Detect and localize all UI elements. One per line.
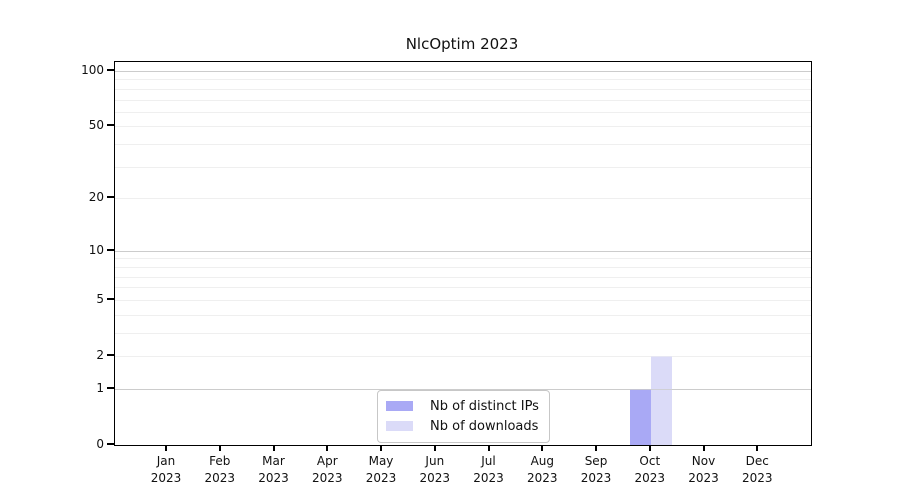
minor-gridline-overlay bbox=[115, 88, 811, 90]
x-tick-mark bbox=[326, 445, 329, 451]
y-tick-label: 2 bbox=[96, 348, 104, 362]
x-tick-label: Dec 2023 bbox=[725, 453, 789, 487]
x-tick-year: 2023 bbox=[473, 471, 504, 485]
y-tick-mark bbox=[107, 124, 114, 127]
legend-box: Nb of distinct IPs Nb of downloads bbox=[377, 390, 550, 443]
y-tick-label: 50 bbox=[88, 118, 104, 133]
x-tick-mark bbox=[272, 445, 275, 451]
y-tick-mark bbox=[107, 196, 114, 199]
bar-downloads-oct bbox=[650, 356, 672, 445]
minor-gridline-overlay bbox=[115, 166, 811, 168]
y-tick-mark bbox=[107, 297, 114, 300]
x-tick-mark bbox=[648, 445, 651, 451]
y-tick-mark bbox=[107, 354, 114, 356]
legend-entry-distinct-ips: Nb of distinct IPs bbox=[386, 396, 539, 416]
legend-swatch-downloads bbox=[386, 421, 413, 431]
y-tick-mark bbox=[107, 248, 114, 251]
x-tick-year: 2023 bbox=[742, 471, 773, 485]
x-tick-label: May 2023 bbox=[349, 453, 413, 487]
y-tick-label: 10 bbox=[88, 242, 104, 257]
x-tick-month: Aug bbox=[530, 454, 555, 468]
x-tick-year: 2023 bbox=[150, 471, 182, 485]
x-tick-label: Feb 2023 bbox=[188, 453, 252, 487]
minor-gridline-overlay bbox=[115, 299, 811, 301]
y-tick-label: 20 bbox=[88, 190, 104, 205]
x-tick-year: 2023 bbox=[634, 471, 666, 485]
x-tick-year: 2023 bbox=[258, 471, 289, 485]
x-tick-mark bbox=[218, 445, 221, 451]
x-tick-label: Jun 2023 bbox=[403, 453, 467, 487]
minor-gridline-overlay bbox=[115, 79, 811, 81]
x-tick-label: Aug 2023 bbox=[510, 453, 574, 487]
chart-title: NlcOptim 2023 bbox=[405, 35, 519, 53]
x-tick-month: Nov bbox=[691, 454, 716, 468]
x-tick-mark bbox=[541, 445, 544, 451]
minor-gridline-overlay bbox=[115, 266, 811, 268]
x-tick-month: Feb bbox=[209, 454, 231, 468]
x-tick-month: Sep bbox=[584, 454, 608, 468]
major-gridline-overlay bbox=[115, 388, 811, 390]
x-tick-mark bbox=[165, 445, 167, 451]
y-tick-mark bbox=[107, 69, 114, 71]
x-tick-year: 2023 bbox=[365, 471, 397, 485]
x-tick-year: 2023 bbox=[204, 471, 236, 485]
x-tick-mark bbox=[487, 445, 490, 451]
x-tick-year: 2023 bbox=[527, 471, 558, 485]
x-tick-year: 2023 bbox=[688, 471, 719, 485]
minor-gridline-overlay bbox=[115, 258, 811, 260]
legend-swatch-distinct-ips bbox=[386, 401, 413, 411]
gridline-overlay-layer bbox=[115, 62, 811, 445]
minor-gridline-overlay bbox=[115, 144, 811, 146]
minor-gridline-overlay bbox=[115, 332, 811, 334]
minor-gridline-overlay bbox=[115, 356, 811, 357]
x-tick-year: 2023 bbox=[312, 471, 343, 485]
bar-layer bbox=[115, 62, 811, 445]
minor-gridline-overlay bbox=[115, 99, 811, 101]
x-tick-label: Mar 2023 bbox=[242, 453, 306, 487]
x-tick-month: May bbox=[368, 454, 394, 468]
y-tick-label: 5 bbox=[96, 291, 104, 306]
x-tick-label: Jan 2023 bbox=[134, 453, 198, 487]
y-tick-mark bbox=[107, 386, 114, 389]
x-tick-label: Apr 2023 bbox=[295, 453, 359, 487]
legend-label-distinct-ips: Nb of distinct IPs bbox=[430, 398, 539, 414]
y-tick-mark bbox=[107, 443, 114, 445]
y-tick-label: 0 bbox=[96, 437, 104, 451]
x-tick-label: Jul 2023 bbox=[457, 453, 521, 487]
plot-area bbox=[114, 61, 812, 446]
minor-gridline-overlay bbox=[115, 111, 811, 113]
x-tick-mark bbox=[380, 445, 382, 451]
x-tick-month: Dec bbox=[745, 454, 769, 468]
bar-distinct-ips-oct bbox=[629, 388, 651, 445]
y-tick-label: 1 bbox=[96, 380, 104, 395]
major-gridline-overlay bbox=[115, 71, 811, 72]
x-tick-month: Mar bbox=[262, 454, 285, 468]
x-tick-month: Jun bbox=[425, 454, 445, 468]
x-tick-year: 2023 bbox=[580, 471, 612, 485]
y-tick-label: 100 bbox=[81, 63, 104, 77]
x-tick-label: Nov 2023 bbox=[672, 453, 736, 487]
x-tick-mark bbox=[433, 445, 436, 451]
x-tick-label: Oct 2023 bbox=[618, 453, 682, 487]
x-tick-year: 2023 bbox=[419, 471, 451, 485]
major-gridline-overlay bbox=[115, 250, 811, 252]
x-tick-month: Jul bbox=[481, 454, 496, 468]
x-tick-month: Jan bbox=[156, 454, 176, 468]
minor-gridline-overlay bbox=[115, 276, 811, 278]
x-tick-month: Oct bbox=[639, 454, 661, 468]
x-tick-month: Apr bbox=[316, 454, 338, 468]
legend-entry-downloads: Nb of downloads bbox=[386, 416, 539, 436]
minor-gridline-overlay bbox=[115, 198, 811, 200]
legend-label-downloads: Nb of downloads bbox=[430, 418, 539, 434]
minor-gridline-overlay bbox=[115, 314, 811, 316]
x-tick-mark bbox=[756, 445, 759, 451]
x-tick-label: Sep 2023 bbox=[564, 453, 628, 487]
x-tick-mark bbox=[702, 445, 705, 451]
x-tick-mark bbox=[595, 445, 597, 451]
minor-gridline-overlay bbox=[115, 126, 811, 128]
minor-gridline-overlay bbox=[115, 287, 811, 289]
